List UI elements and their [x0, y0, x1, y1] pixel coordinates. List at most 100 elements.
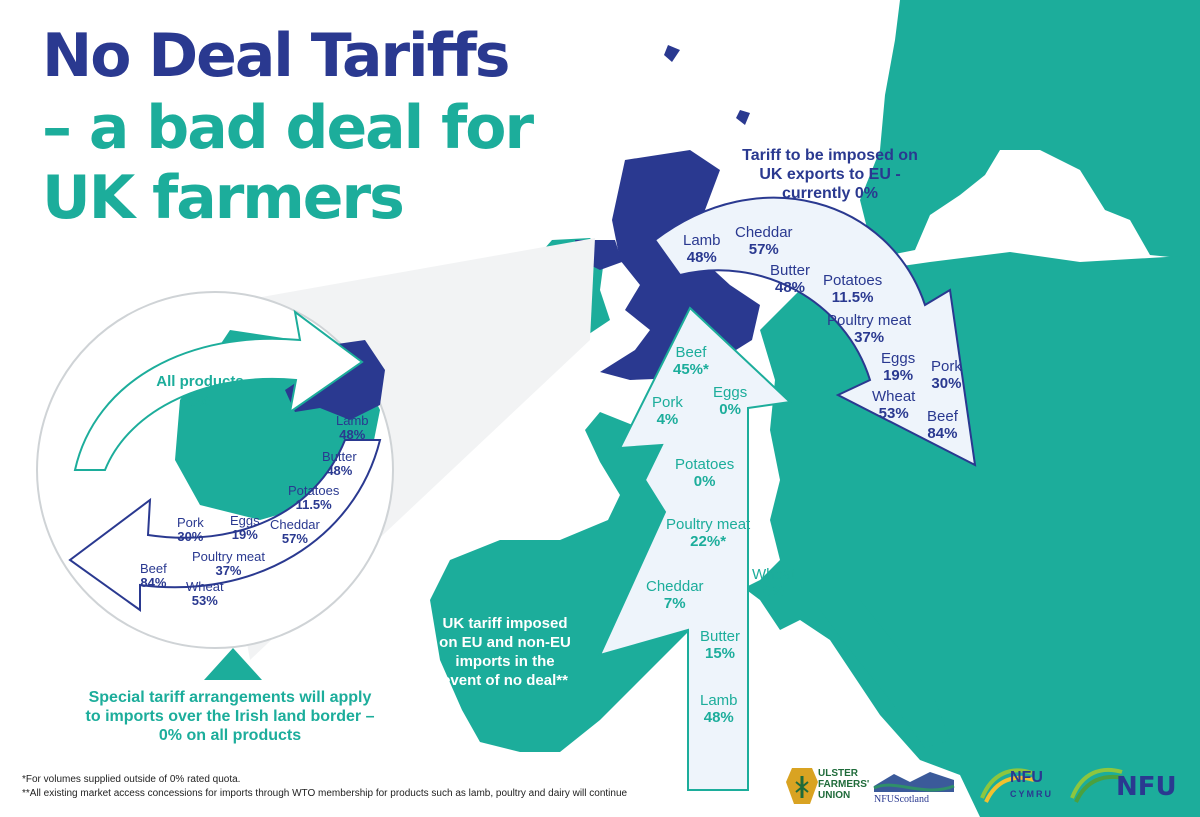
ufu-logo-mark — [786, 768, 818, 804]
export-item-beef: Beef 84% — [927, 408, 958, 442]
ireland-item-name: Wheat — [186, 579, 224, 594]
ireland-item-name: Eggs — [230, 513, 260, 528]
ireland-item-cheddar: Cheddar 57% — [270, 518, 320, 546]
mainland-europe-shape — [430, 252, 1200, 817]
import-item-value: 0% — [719, 401, 741, 418]
nfu-logo-mark — [1070, 767, 1125, 803]
import-caption: UK tariff imposed on EU and non-EU impor… — [420, 614, 590, 690]
export-item-cheddar: Cheddar 57% — [735, 224, 793, 258]
export-caption-line-1: Tariff to be imposed on — [742, 147, 918, 164]
import-item-cheddar: Cheddar 7% — [646, 578, 704, 612]
import-item-name: Eggs — [713, 384, 748, 401]
export-item-value: 48% — [775, 279, 806, 296]
import-caption-line-4: event of no deal** — [442, 672, 568, 689]
export-item-value: 84% — [927, 425, 958, 442]
export-item-name: Lamb — [683, 232, 721, 249]
nfu-cymru-logo: NFU CYMRU — [1010, 770, 1053, 802]
export-item-value: 57% — [748, 241, 779, 258]
ufu-logo-line-3: UNION — [818, 790, 851, 801]
export-caption: Tariff to be imposed on UK exports to EU… — [705, 146, 955, 203]
export-item-lamb: Lamb 48% — [683, 232, 721, 266]
irish-border-note: Special tariff arrangements will apply t… — [20, 688, 440, 745]
export-item-value: 53% — [878, 405, 909, 422]
title-line-3: UK farmers — [42, 163, 405, 233]
ireland-item-name: Cheddar — [270, 517, 320, 532]
export-item-potatoes: Potatoes 11.5% — [823, 272, 882, 306]
export-item-value: 11.5% — [831, 289, 874, 306]
ireland-item-potatoes: Potatoes 11.5% — [288, 484, 339, 512]
export-item-name: Butter — [770, 262, 811, 279]
ireland-lower-arrow — [68, 439, 382, 612]
orkney-shape — [736, 110, 750, 125]
import-item-name: Wheat — [752, 566, 796, 583]
ireland-item-value: 11.5% — [295, 497, 332, 512]
nfus-logo: NFUScotland — [874, 794, 929, 805]
export-item-eggs: Eggs 19% — [881, 350, 915, 384]
nfu-logo: NFU — [1116, 772, 1177, 802]
export-item-name: Wheat — [872, 388, 916, 405]
import-item-name: Poultry meat — [666, 516, 751, 533]
import-item-lamb: Lamb 48% — [700, 692, 738, 726]
ireland-item-poultry-meat: Poultry meat 37% — [192, 550, 265, 578]
title-line-1: No Deal Tariffs — [42, 21, 511, 91]
all-products-value: 0% — [189, 393, 211, 410]
footnote-1: *For volumes supplied outside of 0% rate… — [22, 774, 241, 785]
export-item-name: Potatoes — [823, 272, 883, 289]
import-item-value: 22%* — [690, 533, 727, 550]
import-item-wheat: Wheat 0% — [752, 566, 795, 600]
export-item-value: 19% — [883, 367, 914, 384]
ireland-item-value: 53% — [191, 593, 218, 608]
ufu-logo-line-1: ULSTER — [818, 768, 858, 779]
ufu-logo: ULSTER FARMERS' UNION — [818, 768, 869, 801]
irish-border-note-line-1: Special tariff arrangements will apply — [88, 689, 372, 706]
shetland-shape — [664, 45, 680, 62]
import-item-name: Potatoes — [675, 456, 735, 473]
all-products-text: All products — [156, 373, 244, 390]
import-item-value: 45%* — [673, 361, 709, 378]
export-item-wheat: Wheat 53% — [872, 388, 915, 422]
ireland-item-value: 30% — [177, 529, 204, 544]
export-item-value: 30% — [931, 375, 962, 392]
scandinavia-shape — [860, 0, 1200, 260]
ireland-item-value: 57% — [281, 531, 308, 546]
ireland-item-wheat: Wheat 53% — [186, 580, 224, 608]
export-item-value: 37% — [854, 329, 885, 346]
import-item-butter: Butter 15% — [700, 628, 740, 662]
ireland-item-beef: Beef 84% — [140, 562, 167, 590]
nfu-cymru-logo-bottom: CYMRU — [1010, 789, 1053, 799]
import-item-poultry-meat: Poultry meat 22%* — [666, 516, 750, 550]
export-item-name: Eggs — [881, 350, 916, 367]
ufu-logo-line-2: FARMERS' — [818, 779, 870, 790]
export-item-butter: Butter 48% — [770, 262, 810, 296]
import-item-name: Butter — [700, 628, 741, 645]
ireland-item-name: Lamb — [336, 413, 369, 428]
ireland-item-butter: Butter 48% — [322, 450, 357, 478]
footnote-2: **All existing market access concessions… — [22, 788, 628, 799]
ireland-item-value: 48% — [326, 463, 353, 478]
ireland-item-value: 19% — [231, 527, 258, 542]
import-item-name: Cheddar — [646, 578, 704, 595]
ireland-item-pork: Pork 30% — [177, 516, 204, 544]
ireland-item-eggs: Eggs 19% — [230, 514, 260, 542]
ireland-item-name: Beef — [140, 561, 167, 576]
nfu-cymru-logo-mark — [980, 768, 1035, 803]
import-item-eggs: Eggs 0% — [713, 384, 747, 418]
import-item-value: 7% — [663, 595, 686, 612]
pointer-triangle — [204, 648, 262, 680]
ireland-upper-arrow — [73, 309, 364, 471]
irish-border-note-line-2: to imports over the Irish land border – — [85, 708, 375, 725]
export-item-name: Cheddar — [735, 224, 793, 241]
import-caption-line-1: UK tariff imposed — [442, 615, 568, 632]
export-caption-line-2: UK exports to EU - — [759, 166, 901, 183]
import-item-name: Lamb — [700, 692, 738, 709]
import-item-beef: Beef 45%* — [673, 344, 709, 378]
ireland-item-name: Pork — [177, 515, 204, 530]
nfus-logo-mark — [873, 772, 955, 792]
import-item-potatoes: Potatoes 0% — [675, 456, 734, 490]
import-caption-line-3: imports in the — [455, 653, 555, 670]
export-item-name: Poultry meat — [827, 312, 912, 329]
ireland-item-name: Potatoes — [288, 483, 340, 498]
import-item-value: 0% — [762, 583, 785, 600]
